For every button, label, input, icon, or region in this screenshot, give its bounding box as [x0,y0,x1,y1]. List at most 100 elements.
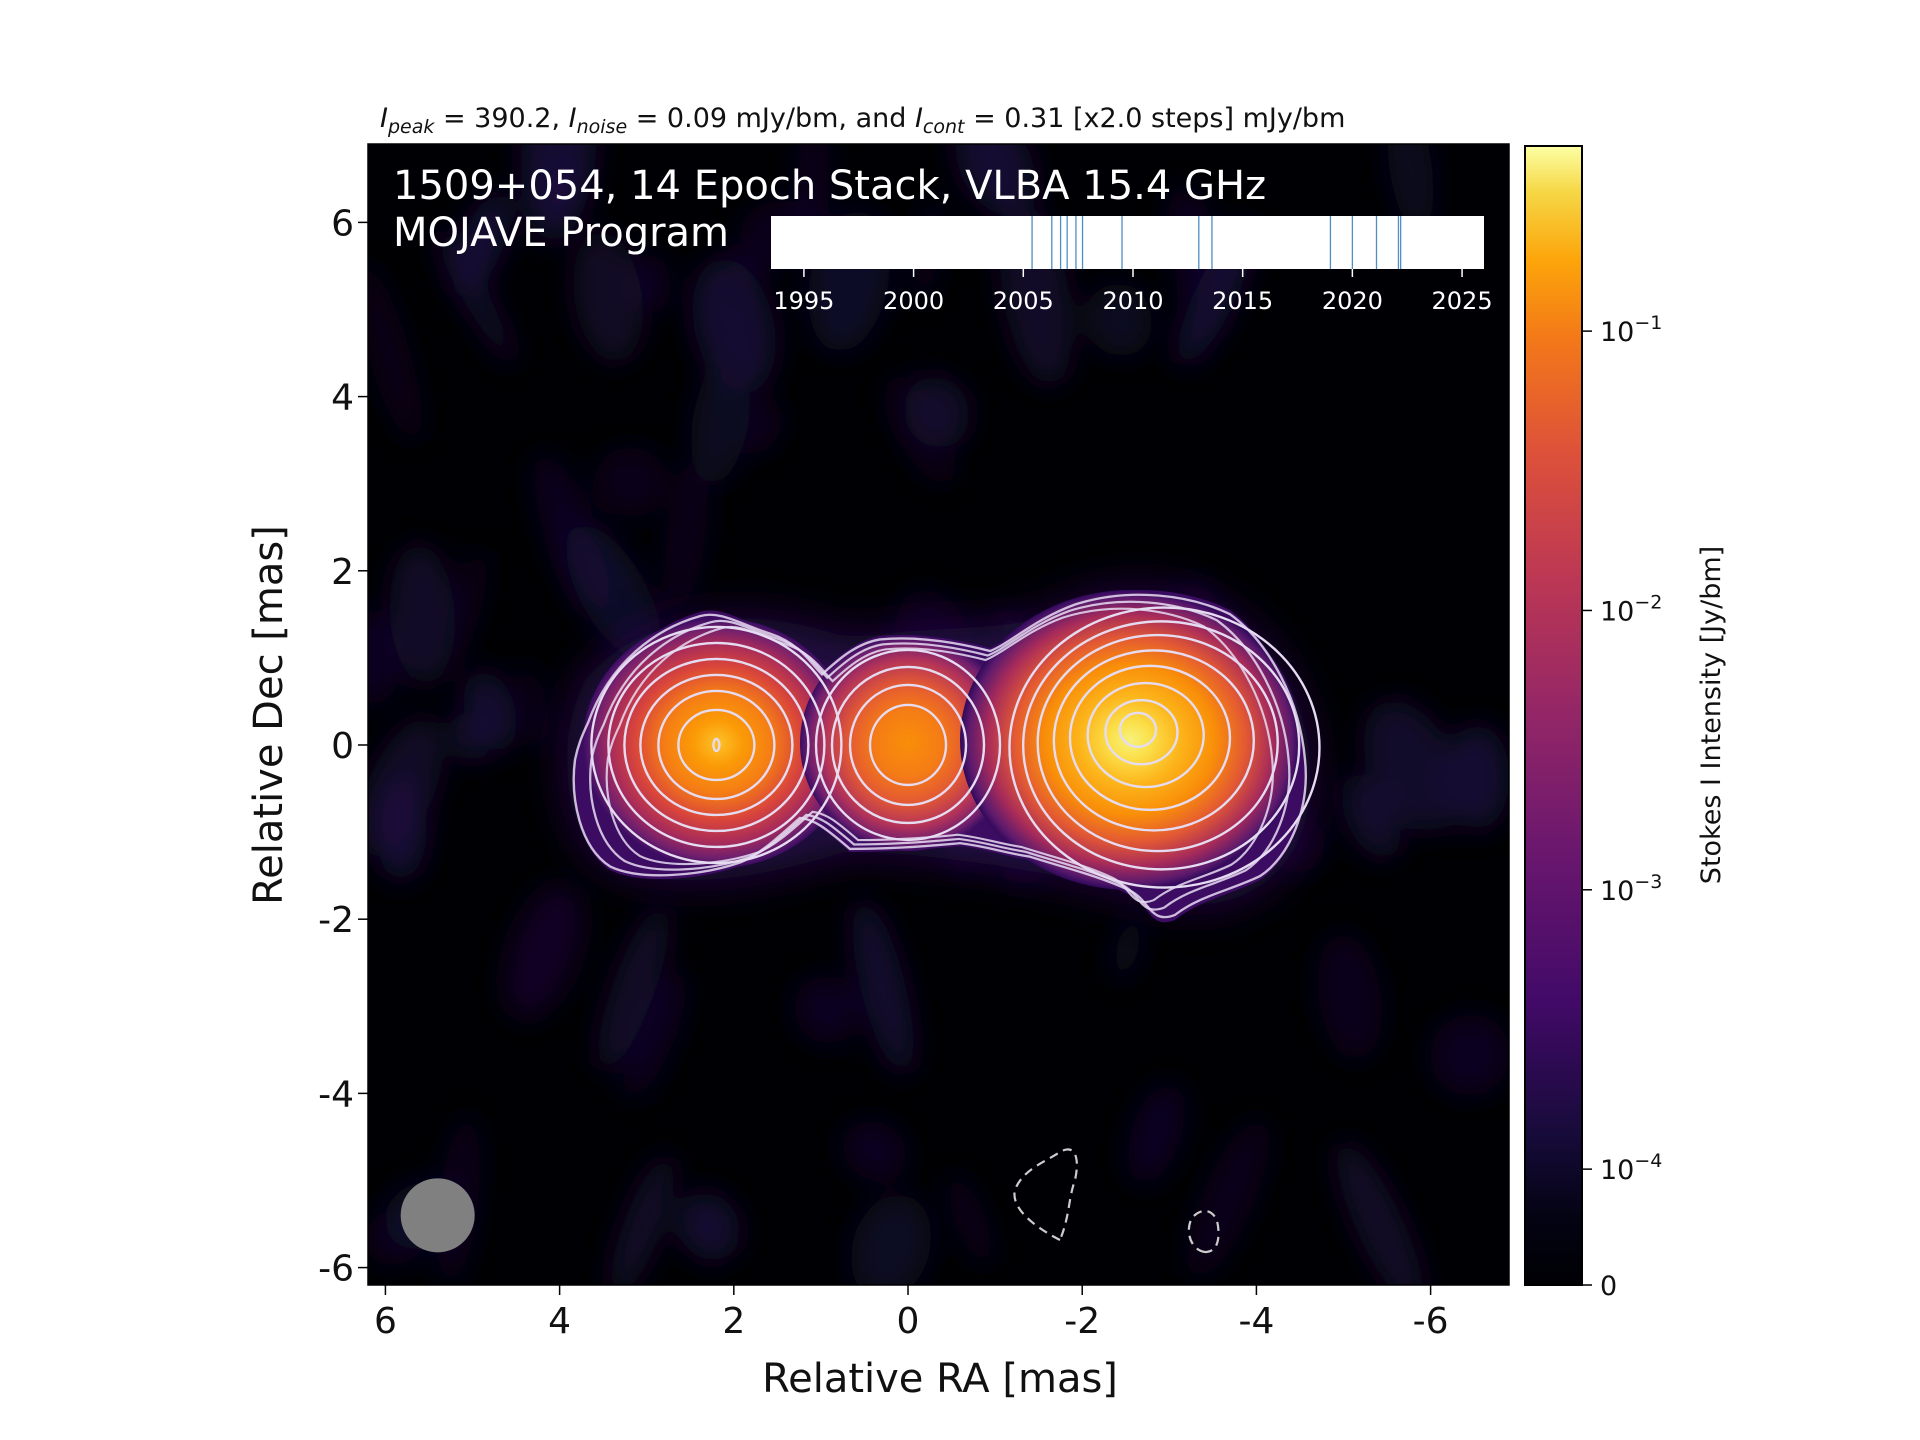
contour-peak [712,737,721,753]
noise-blob [520,144,597,242]
contour-ring [1086,681,1205,789]
contour-lines [572,593,1321,919]
y-tick-label: -6 [318,1249,354,1290]
colorbar-ticks: 10−1 10−2 10−3 10−4 0 [1582,312,1662,1302]
noise-blob [677,1192,741,1261]
noise-blob [519,663,550,752]
contour-ring [814,648,1002,842]
x-tick-label: 4 [548,1301,571,1342]
y-tick-label: 2 [331,552,354,593]
epoch-lines [1031,216,1402,269]
colorbar-label: Stokes I Intensity [Jy/bm] [1696,546,1727,884]
contour-ring [623,657,810,833]
noise-blob [610,1155,675,1285]
contour-ring [848,683,968,807]
timeline-tick-label: 2020 [1322,287,1383,315]
intensity-map: 1509+054, 14 Epoch Stack, VLBA 15.4 GHz … [367,143,1510,1286]
noise-blob [435,229,515,365]
contour-ring [1052,649,1256,832]
negative-contour-1 [1013,1148,1078,1242]
y-tick-label: 4 [331,378,354,419]
contour-ring [590,625,843,865]
timeline-tick-label: 2010 [1102,287,1163,315]
noise-blob [504,882,584,1019]
noise-blob [852,899,914,1075]
y-axis-label: Relative Dec [mas] [246,525,292,905]
x-tick-label: -2 [1064,1301,1100,1342]
noise-blob [664,462,708,614]
timeline-tick-label: 2015 [1212,287,1273,315]
contour-ring [1036,633,1279,853]
noise-blob [720,241,767,304]
noise-blob [1317,933,1382,1061]
beam-ellipse [400,1178,475,1253]
contour-envelope [605,607,1274,903]
noise-blob [1336,1142,1424,1285]
y-tick-label: 6 [331,203,354,244]
timeline-tick-label: 2005 [993,287,1054,315]
x-tick-label: 2 [722,1301,745,1342]
contour-ring [639,673,794,817]
noise-blob [1387,144,1434,234]
noise-blob [1112,914,1143,981]
noise-blob [389,544,456,685]
source-annotation: 1509+054, 14 Epoch Stack, VLBA 15.4 GHz [393,163,1266,209]
y-tick-label: 0 [331,726,354,767]
x-tick-label: -6 [1413,1301,1449,1342]
contour-ring [1068,664,1232,812]
noise-blob [794,975,859,1044]
contour-ring [1008,606,1321,889]
program-annotation: MOJAVE Program [393,210,729,256]
timeline-tick-label: 1995 [773,287,834,315]
colorbar: 10−1 10−2 10−3 10−4 0 Stokes I Intensity [Jy… [1524,145,1727,1302]
noise-blob [595,447,667,517]
noise-blob [1128,1083,1185,1184]
noise-blob [691,356,750,486]
negative-contours [1013,1148,1220,1254]
noise-blob [955,144,1035,216]
noise-blob [445,547,488,661]
noise-blob [1363,700,1460,832]
contour-ring [868,703,948,787]
y-tick-label: -4 [318,1074,354,1115]
noise-blob [626,254,670,313]
noise-blob [1087,283,1153,357]
x-axis-label: Relative RA [mas] [762,1356,1118,1402]
y-axis-ticks: 6 4 2 0 -2 -4 -6 [318,203,368,1290]
contour-ring [677,708,756,782]
x-axis-ticks: 6 4 2 0 -2 -4 -6 [374,1285,1449,1342]
noise-blob [886,374,956,486]
noise-blob [1446,724,1509,830]
noise-blob [533,454,610,620]
colorbar-tick-label: 10−4 [1600,1150,1662,1186]
noise-blob [947,1173,994,1267]
noise-blob [597,904,670,1072]
noise-blob [573,231,644,363]
negative-contour-2 [1187,1209,1220,1254]
plot-frame [367,143,1510,1286]
noise-blob [739,400,783,454]
colorbar-tick-label: 10−1 [1600,312,1662,348]
contour-ring [607,641,826,849]
noise-blob [368,261,423,444]
component-right [960,590,1300,890]
noise-blob [623,971,687,1100]
contour-ring [1118,711,1158,749]
colorbar-tick-label: 10−3 [1600,871,1662,907]
colorbar-tick-label: 10−2 [1600,591,1662,627]
noise-blob [1430,1014,1509,1097]
x-tick-label: -4 [1238,1301,1274,1342]
x-tick-label: 6 [374,1301,397,1342]
y-tick-label: -2 [318,900,354,941]
noise-blob [842,1120,908,1181]
contour-ring [1021,620,1301,871]
colorbar-tick-label: 0 [1600,1271,1617,1302]
timeline-tick-label: 2025 [1432,287,1493,315]
contour-ring [1104,699,1179,766]
colorbar-scale [1524,145,1583,1286]
timeline-tick-label: 2000 [883,287,944,315]
noise-blob [368,718,444,857]
noise-blob [850,1194,932,1285]
contour-ring [830,665,986,825]
